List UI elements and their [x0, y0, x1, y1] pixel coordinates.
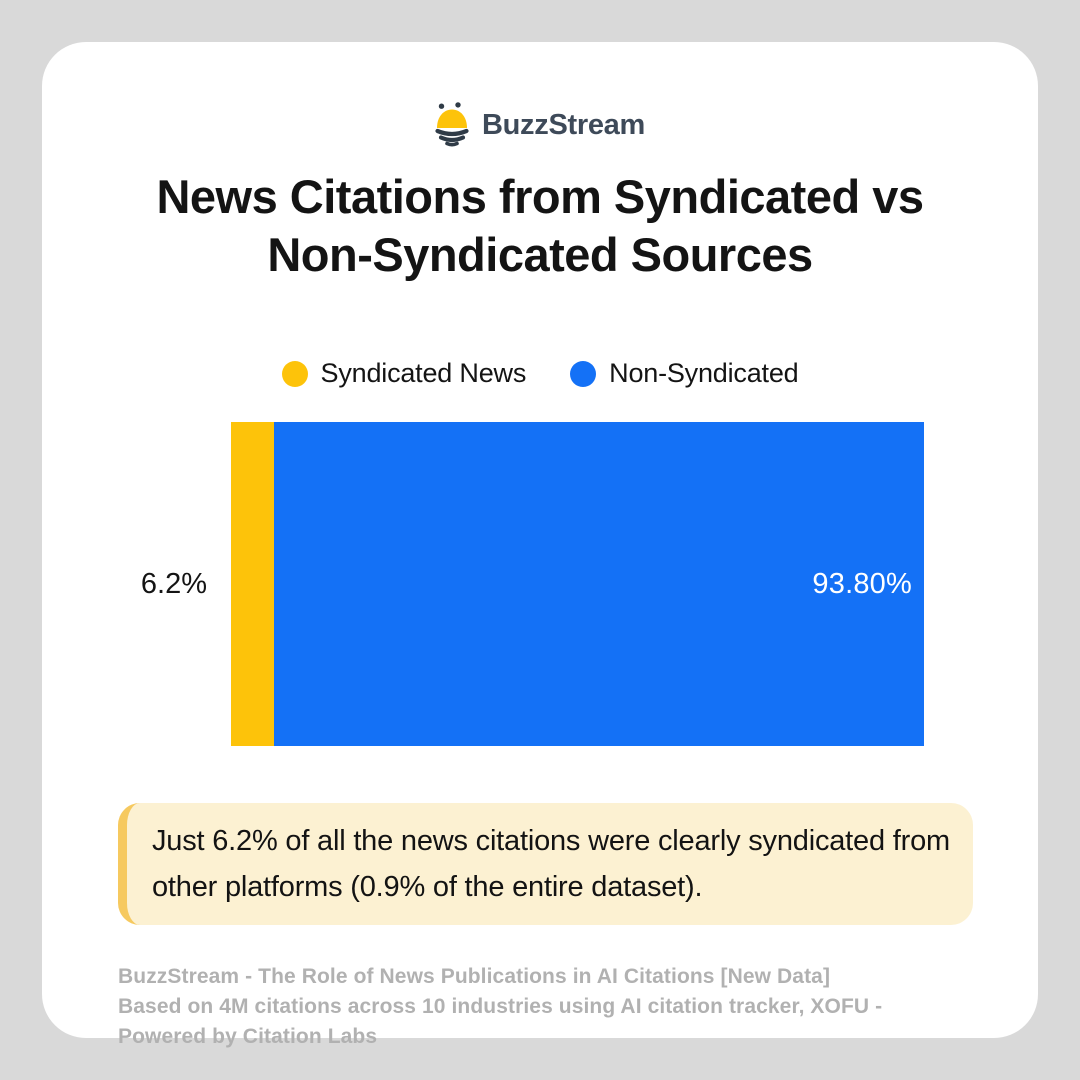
- brand-name: BuzzStream: [482, 108, 645, 141]
- insight-callout-text: Just 6.2% of all the news citations were…: [152, 825, 950, 903]
- legend-dot-non-syndicated: [570, 360, 597, 387]
- bar-label-syndicated-news: 6.2%: [140, 567, 207, 600]
- legend-item-syndicated-news: Syndicated News: [281, 358, 527, 389]
- infographic-card: BuzzStream News Citations from Syndicate…: [42, 42, 1038, 1048]
- stacked-bar-chart: 93.80%: [231, 422, 924, 746]
- source-footer-line1: BuzzStream - The Role of News Publicatio…: [118, 965, 831, 988]
- bee-icon: [435, 102, 469, 147]
- legend-label-non-syndicated: Non-Syndicated: [609, 358, 799, 388]
- legend-dot-syndicated-news: [281, 360, 308, 387]
- page-title-line2: Non-Syndicated Sources: [267, 228, 813, 281]
- source-footer: BuzzStream - The Role of News Publicatio…: [118, 962, 962, 1052]
- legend-item-non-syndicated: Non-Syndicated: [570, 358, 799, 389]
- bar-label-non-syndicated: 93.80%: [812, 567, 912, 600]
- brand-logo: BuzzStream: [42, 102, 1038, 148]
- chart-legend: Syndicated News Non-Syndicated: [42, 358, 1038, 389]
- source-footer-line2: Based on 4M citations across 10 industri…: [118, 995, 883, 1048]
- page-title-line1: News Citations from Syndicated vs: [156, 170, 924, 223]
- bar-segment-syndicated-news: [231, 422, 274, 746]
- bar-segment-non-syndicated: 93.80%: [273, 422, 924, 746]
- page-title: News Citations from Syndicated vs Non-Sy…: [82, 168, 998, 284]
- insight-callout: Just 6.2% of all the news citations were…: [118, 803, 973, 925]
- legend-label-syndicated-news: Syndicated News: [320, 358, 527, 388]
